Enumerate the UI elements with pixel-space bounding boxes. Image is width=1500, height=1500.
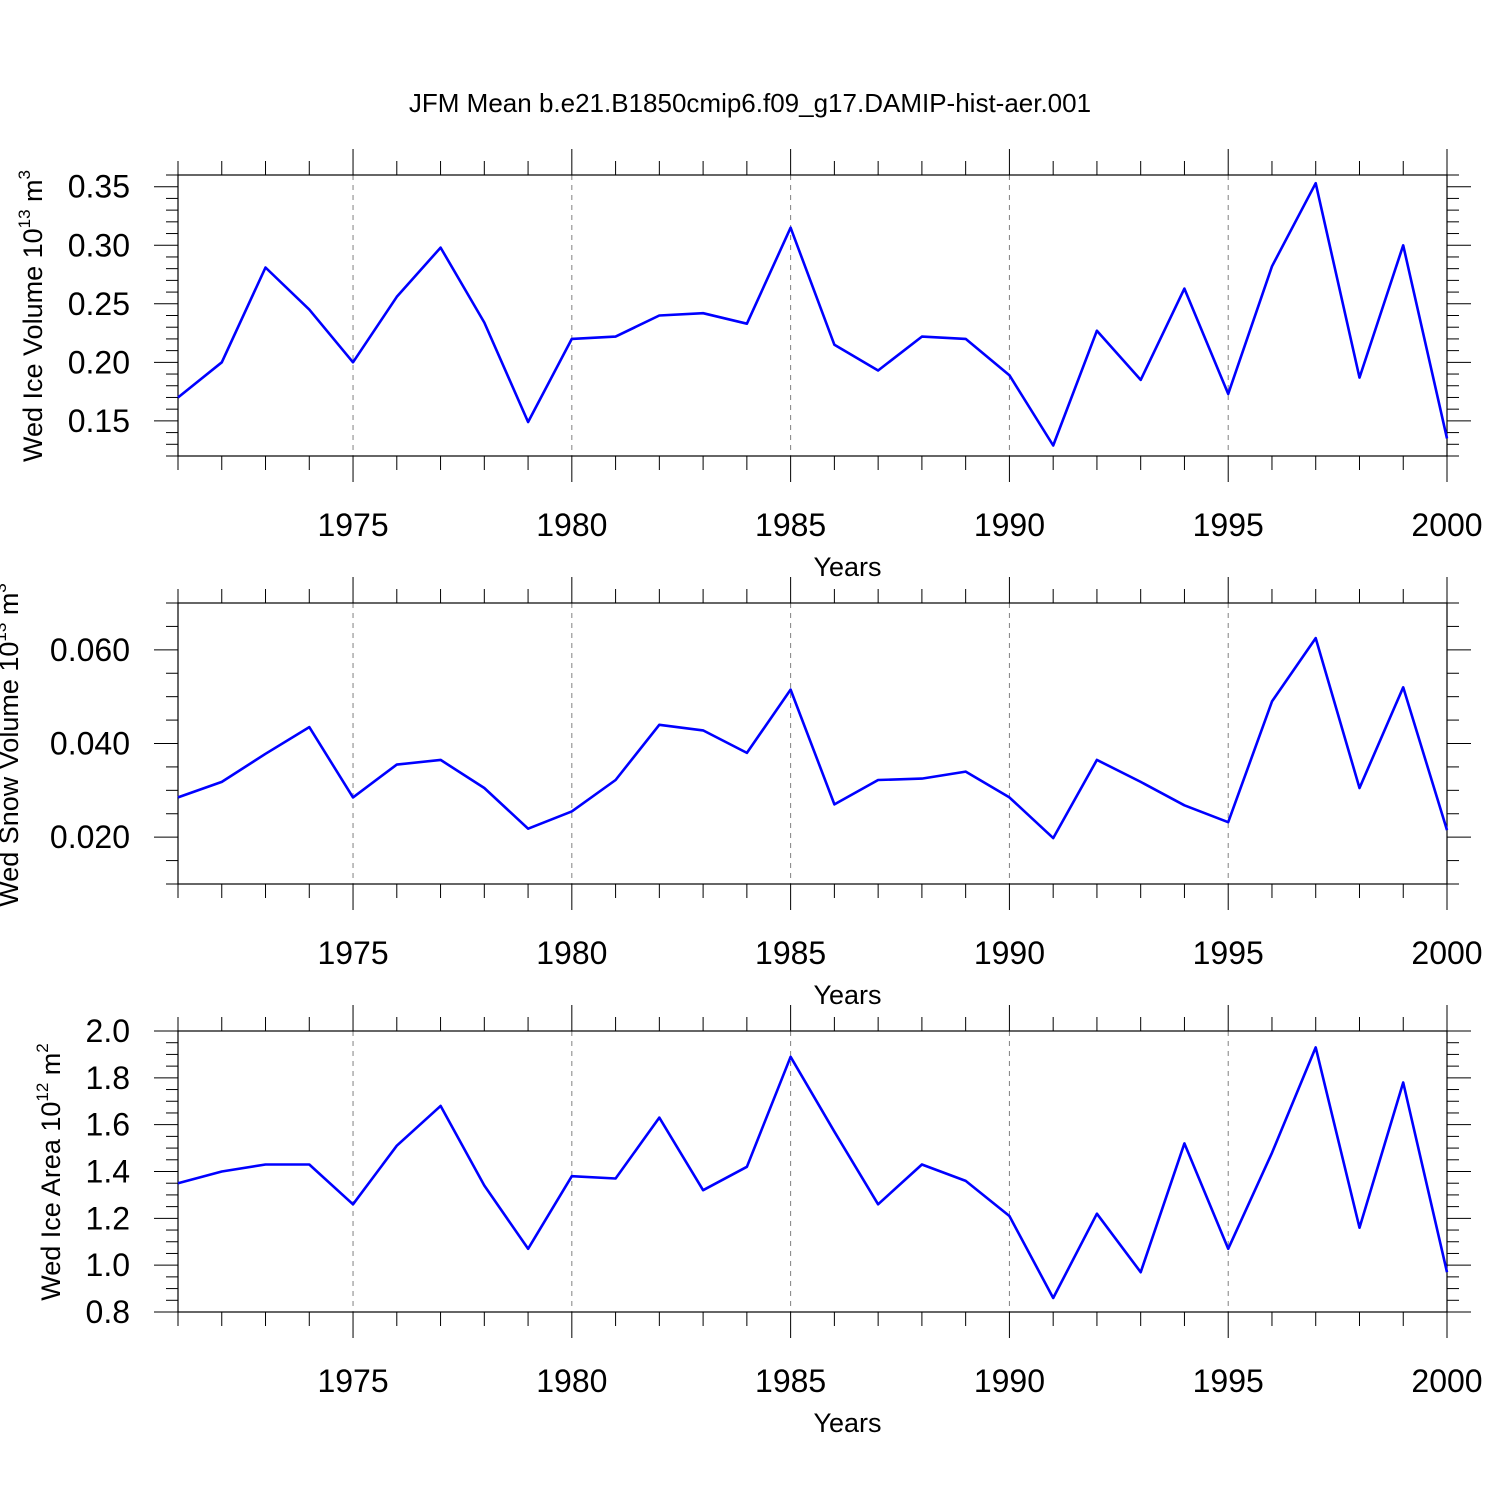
y-axis-title-unit: m [36,1053,66,1083]
x-tick-label: 1990 [974,1363,1045,1399]
x-tick-label: 1985 [755,507,826,543]
y-tick-label: 1.0 [86,1247,130,1283]
plot-frame [177,174,1448,457]
y-axis-title-exponent: 12 [33,1083,52,1102]
y-axis-title-text: Wed Ice Volume 10 [18,228,48,462]
x-tick-label: 1995 [1193,1363,1264,1399]
series-line [177,636,1449,840]
y-tick-label: 2.0 [86,1013,130,1049]
y-tick-label: 0.020 [50,819,130,855]
chart-title: JFM Mean b.e21.B1850cmip6.f09_g17.DAMIP-… [409,88,1091,118]
y-axis-title-exponent: 13 [0,623,10,642]
y-axis-title-unit: m [0,593,24,623]
y-axis-title-unit-exponent: 3 [15,170,34,179]
y-axis-title-unit: m [18,179,48,209]
y-axis-title-unit-exponent: 3 [0,583,10,592]
x-tick-label: 1980 [536,935,607,971]
panel-ice-volume: 1975 1980 1985 1990 1995 2000 Years 0.15 0.20 0.2… [15,149,1483,582]
y-tick-label: 1.2 [86,1200,130,1236]
y-tick-label: 1.8 [86,1060,130,1096]
y-tick-label: 0.15 [68,403,130,439]
x-tick-label: 1990 [974,507,1045,543]
x-tick-label: 1980 [536,1363,607,1399]
y-tick-label: 0.25 [68,286,130,322]
x-tick-label: 1975 [317,935,388,971]
x-tick-label: 1985 [755,935,826,971]
y-axis-title: Wed Ice Volume 1013 m3 [15,170,48,462]
x-axis-title: Years [813,552,881,582]
y-axis-title-text: Wed Ice Area 10 [36,1102,66,1301]
y-tick-label: 0.35 [68,169,130,205]
y-tick-label: 0.20 [68,344,130,380]
y-tick-label: 0.30 [68,227,130,263]
x-axis-title: Years [813,980,881,1010]
panel-ice-area: 1975 1980 1985 1990 1995 2000 Years 0.8 1.0 1.2 1.… [33,1005,1483,1438]
y-tick-label: 0.8 [86,1294,130,1330]
x-tick-label: 2000 [1411,935,1482,971]
plot-frame [177,1030,1448,1313]
x-tick-label: 1990 [974,935,1045,971]
series-line [177,181,1449,447]
panel-snow-volume: 1975 1980 1985 1990 1995 2000 Years 0.020 0.040 0… [0,577,1483,1010]
x-tick-label: 1975 [317,507,388,543]
x-tick-label: 1995 [1193,507,1264,543]
y-axis-title: Wed Snow Volume 1013 m3 [0,583,24,907]
y-tick-label: 1.6 [86,1107,130,1143]
y-tick-label: 0.040 [50,726,130,762]
x-tick-label: 1985 [755,1363,826,1399]
y-tick-label: 1.4 [86,1154,130,1190]
x-tick-label: 2000 [1411,507,1482,543]
y-axis-title-unit-exponent: 2 [33,1043,52,1052]
y-tick-label: 0.060 [50,632,130,668]
y-axis-title: Wed Ice Area 1012 m2 [33,1043,66,1301]
x-tick-label: 1995 [1193,935,1264,971]
x-tick-label: 1975 [317,1363,388,1399]
series-line [177,1046,1449,1300]
y-axis-title-text: Wed Snow Volume 10 [0,642,24,907]
x-tick-label: 1980 [536,507,607,543]
y-axis-title-exponent: 13 [15,209,34,228]
x-axis-title: Years [813,1408,881,1438]
x-tick-label: 2000 [1411,1363,1482,1399]
